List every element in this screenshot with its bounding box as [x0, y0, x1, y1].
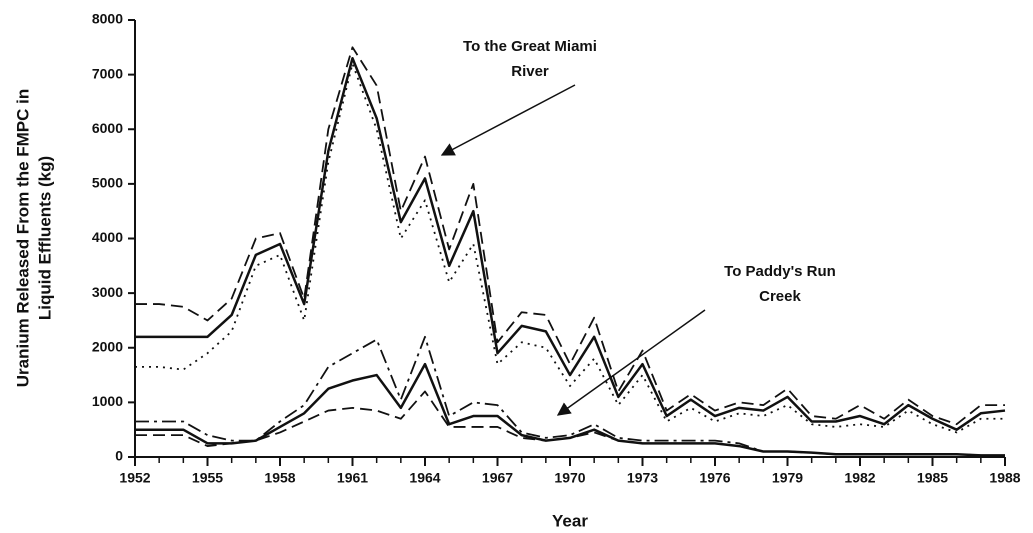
series-line — [135, 46, 1005, 426]
x-tick-label: 1976 — [699, 470, 730, 486]
x-tick-label: 1988 — [989, 470, 1020, 486]
x-axis-title: Year — [552, 511, 588, 530]
y-tick-label: 6000 — [92, 120, 123, 136]
x-tick-label: 1982 — [844, 470, 875, 486]
annotation-arrow — [556, 309, 706, 416]
x-tick-label: 1961 — [337, 470, 368, 486]
y-tick-label: 5000 — [92, 175, 123, 191]
x-tick-label: 1952 — [119, 470, 150, 486]
annotation-arrow — [440, 84, 576, 156]
y-tick-label: 2000 — [92, 338, 123, 354]
x-tick-label: 1970 — [554, 470, 585, 486]
y-tick-label: 7000 — [92, 65, 123, 81]
x-tick-label: 1973 — [627, 470, 658, 486]
y-tick-label: 3000 — [92, 284, 123, 300]
y-axis-title: Uranium Released From the FMPC in — [13, 89, 32, 388]
x-tick-label: 1985 — [917, 470, 948, 486]
y-axis-title: Liquid Effluents (kg) — [35, 156, 54, 320]
x-tick-label: 1967 — [482, 470, 513, 486]
annotation: Creek — [759, 288, 801, 305]
y-tick-label: 4000 — [92, 229, 123, 245]
annotation: To Paddy's Run — [724, 263, 836, 280]
y-tick-label: 8000 — [92, 11, 123, 27]
y-tick-label: 1000 — [92, 393, 123, 409]
x-tick-label: 1964 — [409, 470, 440, 486]
series-line — [135, 62, 1005, 434]
series-line — [135, 335, 1005, 457]
x-tick-label: 1979 — [772, 470, 803, 486]
y-tick-label: 0 — [115, 448, 123, 464]
x-tick-label: 1955 — [192, 470, 223, 486]
x-tick-label: 1958 — [264, 470, 295, 486]
series-line — [135, 390, 1005, 457]
annotation: River — [511, 63, 549, 80]
series-line — [135, 362, 1005, 457]
series-line — [135, 56, 1006, 431]
annotation: To the Great Miami — [463, 38, 597, 55]
